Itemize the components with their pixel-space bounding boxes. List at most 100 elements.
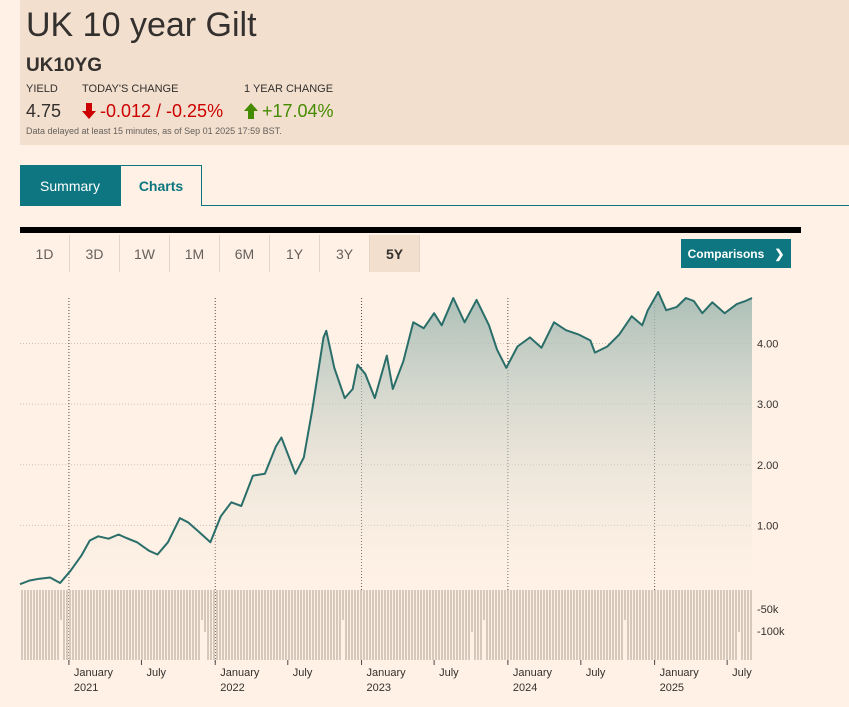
volume-bar	[249, 590, 251, 660]
tab-charts[interactable]: Charts	[120, 165, 202, 206]
volume-bar	[408, 590, 410, 660]
volume-bar	[363, 590, 365, 660]
volume-bar	[342, 590, 344, 620]
x-tick-year: 2024	[513, 682, 537, 694]
period-1y[interactable]: 1Y	[270, 235, 320, 272]
volume-bar	[561, 590, 563, 660]
volume-bar	[513, 590, 515, 660]
tab-summary[interactable]: Summary	[20, 165, 120, 206]
x-tick-year: 2023	[367, 682, 391, 694]
volume-bar	[465, 590, 467, 660]
volume-bar	[675, 590, 677, 660]
volume-bar	[33, 590, 35, 660]
volume-bar	[198, 590, 200, 660]
period-1d[interactable]: 1D	[20, 235, 70, 272]
volume-bar	[666, 590, 668, 660]
volume-bar	[312, 590, 314, 660]
volume-bar	[750, 590, 752, 660]
volume-bar	[420, 590, 422, 660]
volume-bar	[324, 590, 326, 660]
volume-bar	[549, 590, 551, 660]
volume-bar	[63, 590, 65, 660]
volume-bar	[492, 590, 494, 660]
y-tick-label: 4.00	[757, 339, 778, 351]
volume-bar	[555, 590, 557, 660]
volume-bar	[393, 590, 395, 660]
volume-bar	[252, 590, 254, 660]
volume-bar	[711, 590, 713, 660]
todays-change-label: TODAY'S CHANGE	[82, 83, 179, 95]
volume-bar	[585, 590, 587, 660]
volume-bar	[564, 590, 566, 660]
volume-bar	[450, 590, 452, 660]
volume-bar	[411, 590, 413, 660]
chevron-right-icon: ❯	[774, 246, 785, 261]
volume-bar	[423, 590, 425, 660]
volume-bar	[102, 590, 104, 660]
volume-bar	[639, 590, 641, 660]
volume-bar	[435, 590, 437, 660]
volume-bar	[171, 590, 173, 660]
volume-bar	[177, 590, 179, 660]
volume-bar	[300, 590, 302, 660]
volume-bar	[156, 590, 158, 660]
period-3y[interactable]: 3Y	[320, 235, 370, 272]
volume-bar	[678, 590, 680, 660]
period-1m[interactable]: 1M	[170, 235, 220, 272]
period-1w[interactable]: 1W	[120, 235, 170, 272]
volume-bar	[360, 590, 362, 660]
volume-bar	[621, 590, 623, 660]
volume-bar	[78, 590, 80, 660]
period-5y[interactable]: 5Y	[370, 235, 420, 272]
volume-bar	[99, 590, 101, 660]
series-line	[19, 291, 753, 586]
volume-bar	[237, 590, 239, 660]
volume-bar	[246, 590, 248, 660]
volume-bar	[390, 590, 392, 660]
volume-bar	[501, 590, 503, 660]
volume-bar	[447, 590, 449, 660]
volume-bar	[90, 590, 92, 660]
x-tick-year: 2025	[660, 682, 684, 694]
volume-bar	[732, 590, 734, 660]
volume-bar	[612, 590, 614, 660]
volume-bar	[210, 590, 212, 660]
period-6m[interactable]: 6M	[220, 235, 270, 272]
volume-bar	[183, 590, 185, 660]
volume-bar	[345, 590, 347, 660]
volume-bar	[264, 590, 266, 660]
volume-bar	[510, 590, 512, 660]
volume-bar	[486, 590, 488, 660]
volume-bar	[318, 590, 320, 660]
volume-bar	[129, 590, 131, 660]
period-3d[interactable]: 3D	[70, 235, 120, 272]
volume-bar	[120, 590, 122, 660]
volume-bar	[57, 590, 59, 660]
volume-bar	[81, 590, 83, 660]
volume-bar	[231, 590, 233, 660]
volume-bar	[66, 590, 68, 660]
volume-bar	[738, 590, 740, 632]
volume-bar	[165, 590, 167, 660]
volume-bar	[744, 590, 746, 660]
volume-bar	[327, 590, 329, 660]
volume-bar	[615, 590, 617, 660]
volume-bar	[441, 590, 443, 660]
volume-bar	[366, 590, 368, 660]
volume-bar	[657, 590, 659, 660]
volume-bar	[141, 590, 143, 660]
volume-bar	[672, 590, 674, 660]
volume-bar	[741, 590, 743, 660]
volume-bar	[132, 590, 134, 660]
volume-bar	[372, 590, 374, 660]
x-tick-month: July	[293, 667, 313, 679]
y-tick-label: 2.00	[757, 460, 778, 472]
volume-bar	[684, 590, 686, 660]
volume-bar	[576, 590, 578, 660]
volume-bar	[75, 590, 77, 660]
volume-bar	[261, 590, 263, 660]
todays-change: -0.012 / -0.25%	[82, 101, 223, 122]
comparisons-button[interactable]: Comparisons ❯	[681, 239, 791, 268]
volume-bar	[630, 590, 632, 660]
period-selector: 1D 3D 1W 1M 6M 1Y 3Y 5Y	[20, 235, 420, 272]
